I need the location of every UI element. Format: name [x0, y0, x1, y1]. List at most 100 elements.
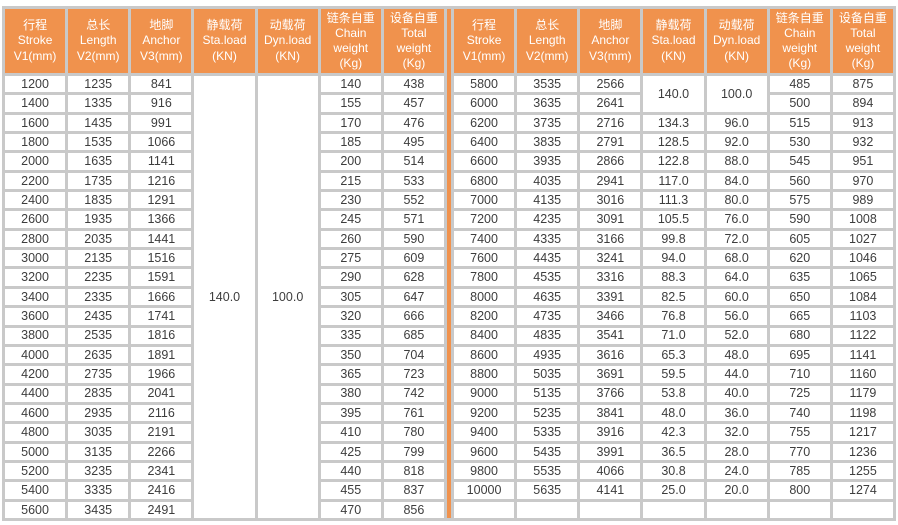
cell-anchor: 1966 — [131, 366, 192, 383]
cell-stroke: 3400 — [5, 288, 66, 306]
cell-chain-weight: 170 — [320, 114, 381, 132]
cell-dyn-load: 36.0 — [706, 404, 767, 422]
cell-length: 4835 — [517, 327, 578, 344]
cell-chain-weight: 290 — [320, 269, 381, 286]
cell-anchor: 4066 — [580, 462, 641, 480]
cell-stroke: 5800 — [453, 76, 515, 93]
cell-chain-weight: 605 — [769, 230, 830, 248]
cell-anchor: 2716 — [580, 114, 641, 132]
cell-anchor: 3691 — [580, 366, 641, 383]
cell-chain-weight: 770 — [769, 443, 830, 460]
cell-chain-weight: 215 — [320, 172, 381, 190]
cell-dyn-load — [706, 501, 767, 518]
cell-dyn-load: 92.0 — [706, 134, 767, 151]
cell-dyn-load: 44.0 — [706, 366, 767, 383]
cell-anchor: 1366 — [131, 211, 192, 228]
cell-stroke: 4000 — [5, 346, 66, 364]
cell-anchor: 841 — [131, 76, 192, 93]
cell-dyn-load: 52.0 — [706, 327, 767, 344]
cell-length: 2535 — [68, 327, 129, 344]
cell-stroke: 8800 — [453, 366, 515, 383]
cell-length: 5035 — [517, 366, 578, 383]
cell-length: 3835 — [517, 134, 578, 151]
cell-length: 3135 — [68, 443, 129, 460]
cell-chain-weight: 635 — [769, 269, 830, 286]
cell-sta-load: 88.3 — [643, 269, 704, 286]
cell-length: 4535 — [517, 269, 578, 286]
cell-anchor: 4141 — [580, 482, 641, 499]
cell-anchor: 2341 — [131, 462, 192, 480]
cell-length: 4935 — [517, 346, 578, 364]
cell-total-weight: 571 — [383, 211, 444, 228]
cell-chain-weight: 260 — [320, 230, 381, 248]
cell-total-weight: 970 — [832, 172, 893, 190]
cell-anchor: 3316 — [580, 269, 641, 286]
cell-length: 1635 — [68, 153, 129, 170]
cell-chain-weight: 185 — [320, 134, 381, 151]
cell-anchor: 1291 — [131, 192, 192, 209]
cell-chain-weight: 530 — [769, 134, 830, 151]
cell-anchor: 1516 — [131, 250, 192, 267]
cell-anchor: 3241 — [580, 250, 641, 267]
cell-chain-weight: 305 — [320, 288, 381, 306]
cell-total-weight: 1122 — [832, 327, 893, 344]
cell-stroke: 9200 — [453, 404, 515, 422]
header-chain-weight-left: 链条自重 Chain weight (Kg) — [320, 9, 381, 73]
cell-length: 5135 — [517, 385, 578, 402]
cell-chain-weight: 380 — [320, 385, 381, 402]
cell-chain-weight: 515 — [769, 114, 830, 132]
cell-stroke: 10000 — [453, 482, 515, 499]
cell-length: 1935 — [68, 211, 129, 228]
cell-dyn-load: 96.0 — [706, 114, 767, 132]
cell-total-weight: 685 — [383, 327, 444, 344]
cell-dyn-load: 56.0 — [706, 308, 767, 325]
cell-chain-weight: 740 — [769, 404, 830, 422]
cell-anchor: 3991 — [580, 443, 641, 460]
spec-table-grid: 行程 Stroke V1(mm) 行程 Stroke V1(mm) 总长 Lengt… — [5, 9, 893, 518]
cell-length: 1235 — [68, 76, 129, 93]
cell-chain-weight: 155 — [320, 95, 381, 112]
cell-length: 5235 — [517, 404, 578, 422]
cell-total-weight: 533 — [383, 172, 444, 190]
cell-chain-weight: 230 — [320, 192, 381, 209]
cell-total-weight: 704 — [383, 346, 444, 364]
cell-chain-weight: 560 — [769, 172, 830, 190]
cell-sta-load: 128.5 — [643, 134, 704, 151]
cell-chain-weight: 485 — [769, 76, 830, 93]
cell-length: 3035 — [68, 424, 129, 441]
cell-length: 4635 — [517, 288, 578, 306]
cell-sta-load — [643, 501, 704, 518]
cell-chain-weight: 500 — [769, 95, 830, 112]
cell-length: 3335 — [68, 482, 129, 499]
cell-stroke: 5400 — [5, 482, 66, 499]
cell-sta-load-merged-right: 140.0 — [643, 76, 704, 112]
header-anchor-right: 地脚 Anchor V3(mm) — [580, 9, 641, 73]
cell-anchor: 1066 — [131, 134, 192, 151]
cell-total-weight: 989 — [832, 192, 893, 209]
cell-length: 4435 — [517, 250, 578, 267]
cell-sta-load: 25.0 — [643, 482, 704, 499]
cell-total-weight: 495 — [383, 134, 444, 151]
cell-anchor: 2416 — [131, 482, 192, 499]
header-total-weight-left: 设备自重 Total weight (Kg) — [383, 9, 444, 73]
cell-total-weight: 761 — [383, 404, 444, 422]
cell-length: 3435 — [68, 501, 129, 518]
cell-length: 4135 — [517, 192, 578, 209]
cell-total-weight: 799 — [383, 443, 444, 460]
cell-anchor: 916 — [131, 95, 192, 112]
cell-anchor: 1141 — [131, 153, 192, 170]
cell-chain-weight: 620 — [769, 250, 830, 267]
cell-length: 1435 — [68, 114, 129, 132]
cell-total-weight: 476 — [383, 114, 444, 132]
cell-dyn-load: 76.0 — [706, 211, 767, 228]
cell-anchor: 1441 — [131, 230, 192, 248]
cell-chain-weight: 275 — [320, 250, 381, 267]
cell-chain-weight: 350 — [320, 346, 381, 364]
cell-dyn-load: 32.0 — [706, 424, 767, 441]
cell-stroke: 6600 — [453, 153, 515, 170]
cell-anchor: 1891 — [131, 346, 192, 364]
cell-anchor: 1741 — [131, 308, 192, 325]
cell-sta-load: 65.3 — [643, 346, 704, 364]
cell-chain-weight: 245 — [320, 211, 381, 228]
cell-sta-load-merged-left: 140.0 — [194, 76, 255, 518]
